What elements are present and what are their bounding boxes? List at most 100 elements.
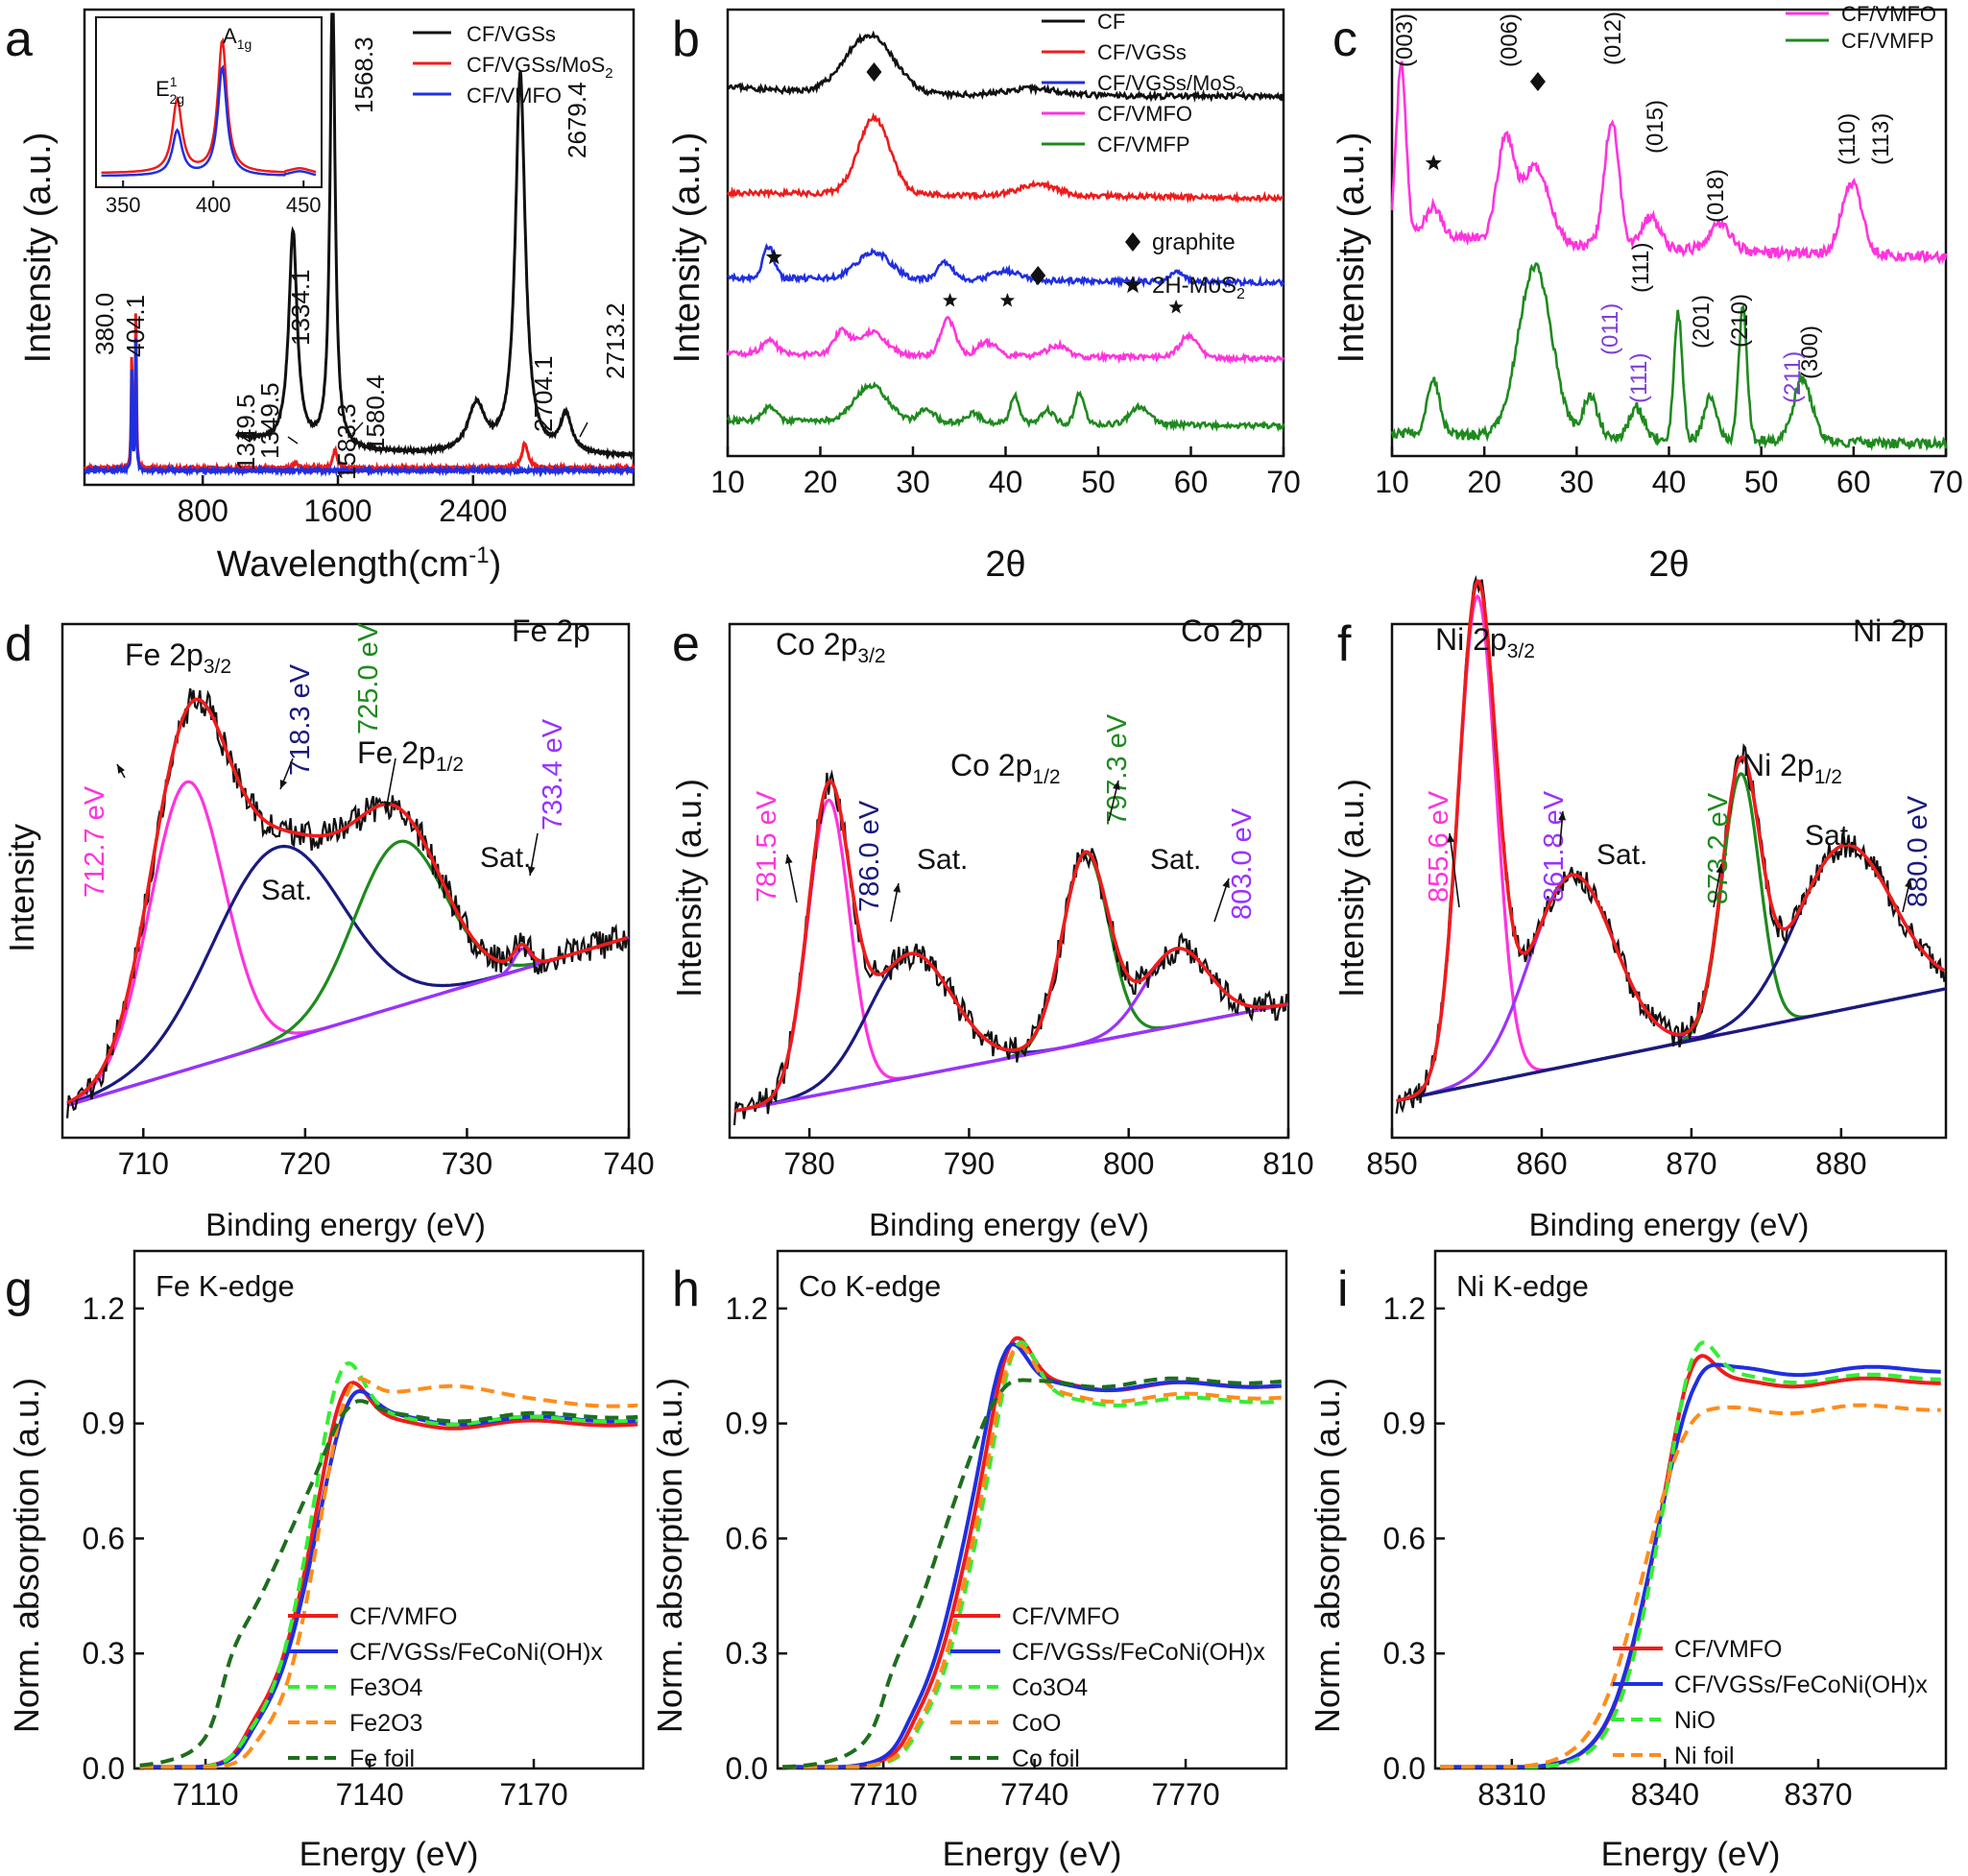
legend-entry: CF/VMFO <box>1097 102 1192 126</box>
orbital-subscript: 1/2 <box>1814 766 1842 788</box>
orbital-label: Co 2p3/2 <box>776 627 886 667</box>
series-line-1 <box>1440 1362 1941 1769</box>
x-tick-label: 870 <box>1666 1146 1716 1181</box>
plot-frame <box>83 8 636 487</box>
peak-energy-label: 725.0 eV <box>353 622 384 734</box>
x-tick-label: 10 <box>710 465 745 499</box>
y-tick-label: 0.6 <box>726 1521 768 1555</box>
plot-frame <box>776 1249 1288 1770</box>
panel-title: Fe K-edge <box>156 1269 295 1303</box>
legend-entry: CF/VMFO <box>1674 1636 1783 1663</box>
x-tick-label: 730 <box>442 1146 492 1181</box>
arrow-head <box>1447 833 1455 843</box>
fit-component-1 <box>733 951 1287 1113</box>
arrow-head <box>527 866 536 876</box>
x-tick-label: 60 <box>1836 465 1871 499</box>
x-tick-label: 710 <box>118 1146 169 1181</box>
y-tick-label: 1.2 <box>1383 1291 1426 1326</box>
panel-letter: h <box>672 1262 700 1317</box>
series-line-1 <box>726 111 1284 204</box>
miller-index-label: (300) <box>1797 325 1823 379</box>
x-tick-label: 7140 <box>335 1777 403 1812</box>
series-line-0 <box>728 30 1284 103</box>
panel-letter: b <box>672 12 700 67</box>
legend-subscript: 2 <box>605 65 612 82</box>
x-tick-label: 8370 <box>1784 1777 1852 1812</box>
y-tick-label: 0.9 <box>1383 1407 1426 1441</box>
x-tick-label: 810 <box>1262 1146 1313 1181</box>
arrow-head <box>1905 878 1912 888</box>
inset-tick-label: 400 <box>196 193 231 217</box>
y-tick-label: 0.3 <box>726 1636 768 1671</box>
y-axis-label: Intensity (a.u.) <box>667 132 708 364</box>
series-line-1 <box>1390 262 1948 452</box>
peak-annotation: 380.0 <box>90 293 119 355</box>
x-tick-label: 860 <box>1516 1146 1567 1181</box>
panel-d: 710 720 730 740 d 712.7 eV 718.3 eV 725.0 eV 733… <box>2 613 655 1242</box>
series-line-2 <box>84 338 636 478</box>
legend-entry: Fe3O4 <box>349 1674 423 1701</box>
miller-index-label: (011) <box>1597 303 1623 355</box>
arrow-head <box>1558 811 1567 821</box>
satellite-label: Sat. <box>1150 844 1201 876</box>
x-tick-label: 30 <box>896 465 930 499</box>
panel-letter: c <box>1332 12 1357 67</box>
fit-envelope <box>66 697 628 1105</box>
x-axis-label: Energy (eV) <box>943 1836 1122 1873</box>
orbital-label: Co 2p1/2 <box>950 748 1061 788</box>
peak-annotation: 1583.3 <box>332 403 361 480</box>
series-line-1 <box>782 1342 1282 1769</box>
mos2-marker <box>765 249 782 265</box>
x-tick-label: 50 <box>1081 465 1116 499</box>
plot-frame <box>132 1249 645 1770</box>
y-axis-label: Intensity <box>2 824 41 952</box>
series-line-0 <box>235 12 635 461</box>
fit-component-2 <box>733 852 1287 1113</box>
graphite-marker <box>1529 72 1546 91</box>
fit-envelope <box>1396 579 1946 1103</box>
inset-tick-label: 350 <box>106 193 141 217</box>
x-tick-label: 720 <box>279 1146 330 1181</box>
annotation-arrow <box>579 421 588 438</box>
peak-energy-label: 718.3 eV <box>285 663 316 776</box>
x-axis-sup: -1 <box>468 542 489 568</box>
y-tick-label: 0.9 <box>726 1407 768 1441</box>
legend-entry: CF/VGSs/MoS2 <box>467 53 613 82</box>
orbital-label: Fe 2p3/2 <box>125 637 231 678</box>
panel-title: Co 2p <box>1181 613 1262 648</box>
plot-frame <box>728 622 1290 1140</box>
miller-index-label: (012) <box>1600 12 1626 65</box>
x-axis-label: Energy (eV) <box>300 1836 479 1873</box>
legend-entry: Co foil <box>1012 1745 1080 1772</box>
y-axis-label: Intensity (a.u.) <box>1332 132 1372 364</box>
y-tick-label: 0.0 <box>726 1751 768 1786</box>
mos2-marker <box>1123 276 1142 294</box>
series-line-3 <box>726 315 1285 365</box>
peak-annotation: 2713.2 <box>601 302 630 379</box>
graphite-marker <box>1125 232 1140 252</box>
y-tick-label: 0.6 <box>1383 1521 1426 1555</box>
x-tick-label: 7110 <box>173 1777 239 1812</box>
y-axis-label: Norm. absorption (a.u.) <box>650 1378 689 1733</box>
series-line-3 <box>1440 1403 1941 1769</box>
miller-index-label: (201) <box>1689 295 1715 349</box>
peak-annotation: 1349.5 <box>231 394 260 470</box>
series-line-2 <box>782 1340 1282 1769</box>
series-line-2 <box>139 1360 638 1769</box>
x-tick-label: 60 <box>1174 465 1209 499</box>
orbital-label: Ni 2p1/2 <box>1742 748 1842 788</box>
x-tick-label: 800 <box>178 493 228 528</box>
y-tick-label: 0.6 <box>83 1521 125 1555</box>
x-tick-label: 70 <box>1266 465 1301 499</box>
x-tick-label: 800 <box>1103 1146 1154 1181</box>
peak-annotation: 2679.4 <box>563 82 591 158</box>
orbital-subscript: 1/2 <box>436 754 464 776</box>
peak-energy-label: 733.4 eV <box>538 718 568 830</box>
legend-entry: CF/VMFP <box>1841 29 1934 53</box>
plot-frame <box>1390 622 1948 1140</box>
miller-index-label: (003) <box>1392 13 1418 67</box>
x-axis-label: 2θ <box>1648 544 1689 585</box>
miller-index-label: (113) <box>1868 113 1894 165</box>
x-axis-label: Binding energy (eV) <box>869 1207 1149 1242</box>
